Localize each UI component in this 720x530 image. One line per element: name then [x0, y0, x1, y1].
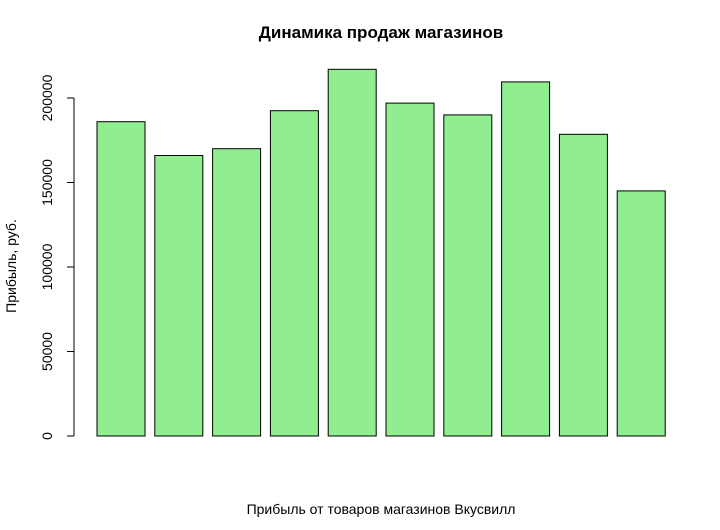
y-tick-label-3: 150000 [39, 159, 55, 206]
y-axis-label: Прибыль, руб. [3, 219, 19, 313]
bar-9 [558, 133, 608, 437]
chart-title: Динамика продаж магазинов [259, 23, 503, 42]
bar-10 [616, 190, 666, 437]
bar-8 [501, 81, 551, 437]
bar-6 [385, 102, 435, 437]
y-tick-label-2: 100000 [39, 243, 55, 290]
bar-5 [327, 68, 377, 437]
y-ticks-group: 0 50000 100000 150000 200000 [39, 74, 74, 440]
bar-1 [96, 121, 146, 437]
y-tick-label-4: 200000 [39, 74, 55, 121]
y-tick-label-1: 50000 [39, 332, 55, 371]
x-axis-label: Прибыль от товаров магазинов Вкусвилл [247, 501, 516, 517]
bar-7 [443, 114, 493, 437]
y-tick-label-0: 0 [39, 432, 55, 440]
bars-group [96, 68, 666, 437]
bar-2 [154, 155, 204, 437]
bar-3 [212, 148, 262, 437]
bar-4 [269, 110, 319, 437]
y-axis: 0 50000 100000 150000 200000 [39, 74, 75, 440]
